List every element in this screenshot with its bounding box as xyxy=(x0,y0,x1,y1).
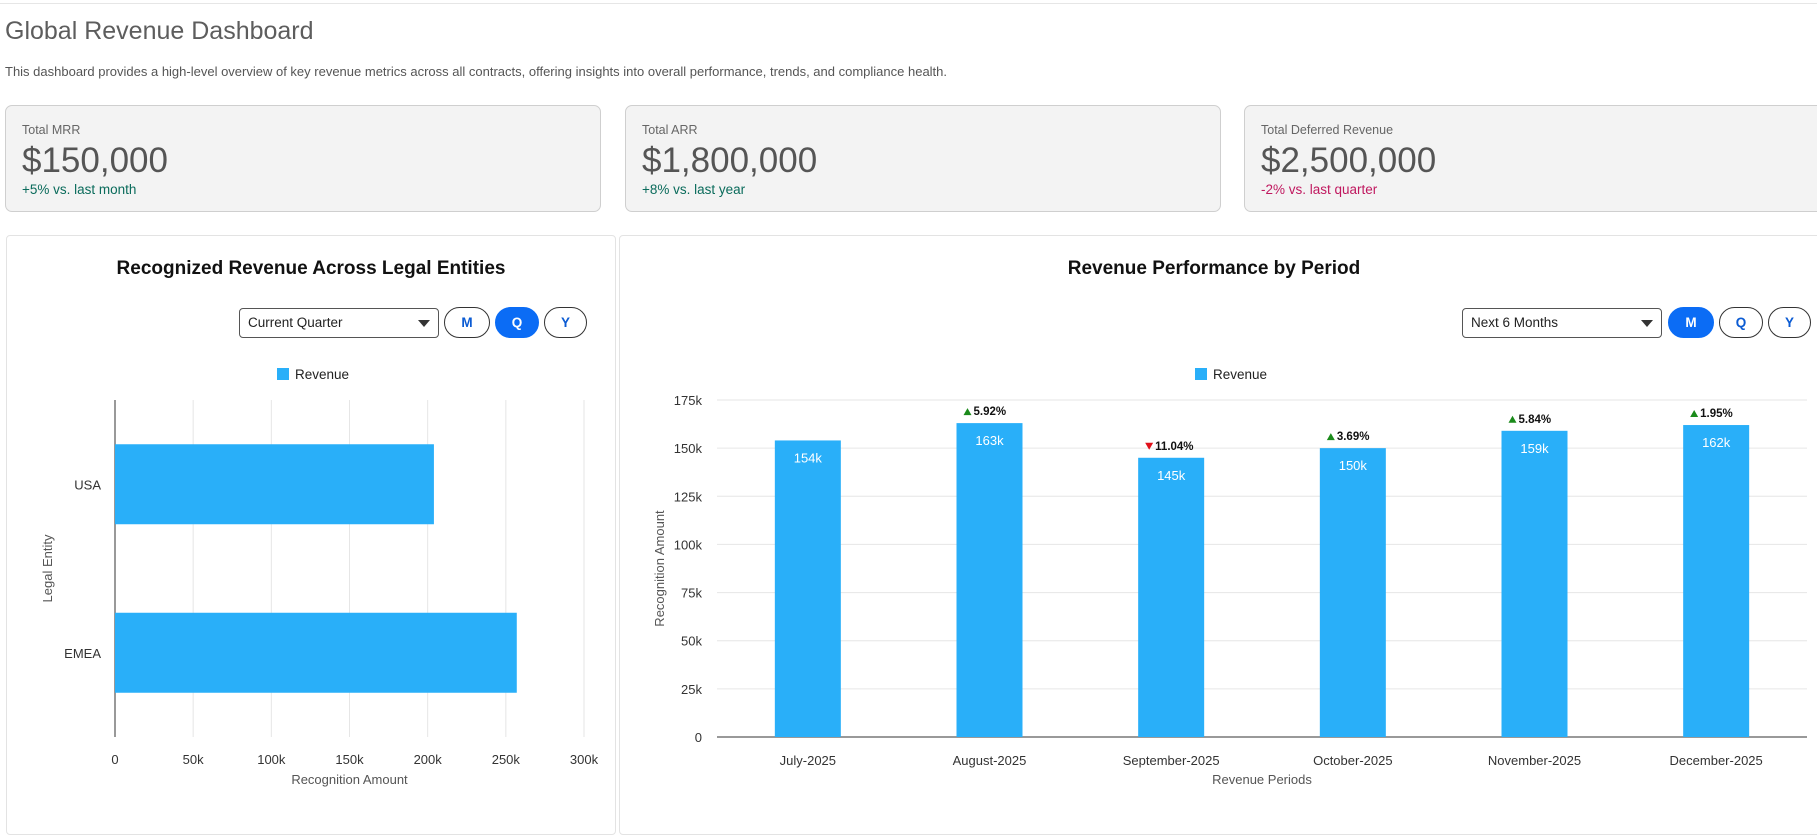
y-axis-title: Legal Entity xyxy=(40,534,55,602)
bar-august-2025 xyxy=(956,423,1023,737)
page-title: Global Revenue Dashboard xyxy=(5,17,314,45)
panel-title: Revenue Performance by Period xyxy=(1067,258,1361,279)
kpi-delta: +5% vs. last month xyxy=(22,182,137,197)
legend-label: Revenue xyxy=(1213,367,1268,382)
x-category-label: December-2025 xyxy=(1670,753,1763,768)
chevron-down-icon xyxy=(1641,320,1653,327)
arrow-down-icon xyxy=(1145,442,1154,450)
bar-october-2025 xyxy=(1319,448,1386,737)
bar-september-2025 xyxy=(1138,457,1205,737)
bar-data-label: 154k xyxy=(794,450,823,465)
legend-label: Revenue xyxy=(295,367,350,382)
bar-data-label: 162k xyxy=(1702,435,1731,450)
toggle-year-button[interactable]: Y xyxy=(544,307,587,338)
panel-title: Recognized Revenue Across Legal Entities xyxy=(116,258,506,279)
x-tick-label: 0 xyxy=(111,752,118,767)
y-tick-label: 25k xyxy=(681,682,702,697)
bar-december-2025 xyxy=(1683,425,1750,737)
bar-emea xyxy=(115,612,517,693)
y-tick-label: 50k xyxy=(681,634,702,649)
x-category-label: September-2025 xyxy=(1123,753,1220,768)
change-label: 5.92% xyxy=(974,406,1007,418)
x-category-label: October-2025 xyxy=(1313,753,1393,768)
toggle-month-button[interactable]: M xyxy=(1668,307,1714,338)
chevron-down-icon xyxy=(418,320,430,327)
change-label: 11.04% xyxy=(1155,441,1193,453)
legend-swatch xyxy=(1195,368,1207,380)
bar-usa xyxy=(115,444,434,525)
y-tick-label: 75k xyxy=(681,586,702,601)
bar-data-label: 150k xyxy=(1339,458,1368,473)
legal-entities-panel: Recognized Revenue Across Legal Entities… xyxy=(6,235,616,835)
kpi-label: Total ARR xyxy=(642,123,698,137)
x-tick-label: 50k xyxy=(183,752,204,767)
y-tick-label: 125k xyxy=(674,489,703,504)
bar-november-2025 xyxy=(1501,430,1568,737)
x-axis-title: Recognition Amount xyxy=(291,772,408,787)
y-axis-title: Recognition Amount xyxy=(652,510,667,627)
legal-entity-bar-chart: 0 50k 100k 150k 200k 250k 300k USA EMEA Recogniti… xyxy=(40,400,599,787)
x-tick-label: 250k xyxy=(492,752,521,767)
x-category-label: July-2025 xyxy=(780,753,836,768)
y-category-label: USA xyxy=(74,477,101,492)
period-select-value: Next 6 Months xyxy=(1471,315,1559,330)
kpi-label: Total MRR xyxy=(22,123,81,137)
kpi-card-deferred-revenue: Total Deferred Revenue $2,500,000 -2% vs… xyxy=(1244,105,1817,212)
arrow-up-icon xyxy=(1508,415,1517,423)
toggle-month-button[interactable]: M xyxy=(444,307,490,338)
x-tick-label: 100k xyxy=(257,752,286,767)
x-category-label: November-2025 xyxy=(1488,753,1581,768)
kpi-value: $150,000 xyxy=(22,141,168,180)
change-label: 5.84% xyxy=(1519,414,1552,426)
toggle-quarter-button[interactable]: Q xyxy=(1719,307,1763,338)
bar-july-2025 xyxy=(774,440,841,737)
y-tick-label: 100k xyxy=(674,537,703,552)
period-select[interactable]: Next 6 Months xyxy=(1462,308,1662,338)
bar-data-label: 159k xyxy=(1520,441,1549,456)
kpi-label: Total Deferred Revenue xyxy=(1261,123,1394,137)
top-divider xyxy=(0,0,1817,4)
kpi-card-mrr: Total MRR $150,000 +5% vs. last month xyxy=(5,105,601,212)
y-category-label: EMEA xyxy=(64,646,101,661)
kpi-delta: -2% vs. last quarter xyxy=(1261,182,1378,197)
x-axis-title: Revenue Periods xyxy=(1212,772,1312,787)
bar-data-label: 163k xyxy=(975,433,1004,448)
toggle-year-button[interactable]: Y xyxy=(1768,307,1811,338)
change-label: 1.95% xyxy=(1700,408,1733,420)
period-select-value: Current Quarter xyxy=(248,315,343,330)
change-label: 3.69% xyxy=(1337,431,1370,443)
y-tick-label: 175k xyxy=(674,393,703,408)
arrow-up-icon xyxy=(1690,410,1699,418)
page-description: This dashboard provides a high-level ove… xyxy=(5,64,948,79)
revenue-period-bar-chart: 0 25k 50k 75k 100k 125k 150k 175k 154k July-2025 1… xyxy=(652,393,1807,787)
arrow-up-icon xyxy=(963,408,972,416)
kpi-card-arr: Total ARR $1,800,000 +8% vs. last year xyxy=(625,105,1221,212)
toggle-quarter-button[interactable]: Q xyxy=(495,307,539,338)
kpi-delta: +8% vs. last year xyxy=(642,182,746,197)
chart-legend[interactable]: Revenue xyxy=(277,367,349,382)
kpi-value: $2,500,000 xyxy=(1261,141,1437,180)
x-tick-label: 300k xyxy=(570,752,599,767)
kpi-value: $1,800,000 xyxy=(642,141,818,180)
period-select[interactable]: Current Quarter xyxy=(239,308,439,338)
bar-data-label: 145k xyxy=(1157,468,1186,483)
legend-swatch xyxy=(277,368,289,380)
x-tick-label: 200k xyxy=(414,752,443,767)
x-category-label: August-2025 xyxy=(953,753,1027,768)
y-tick-label: 0 xyxy=(695,730,702,745)
arrow-up-icon xyxy=(1326,433,1335,441)
chart-legend[interactable]: Revenue xyxy=(1195,367,1267,382)
x-tick-label: 150k xyxy=(335,752,364,767)
y-tick-label: 150k xyxy=(674,441,703,456)
